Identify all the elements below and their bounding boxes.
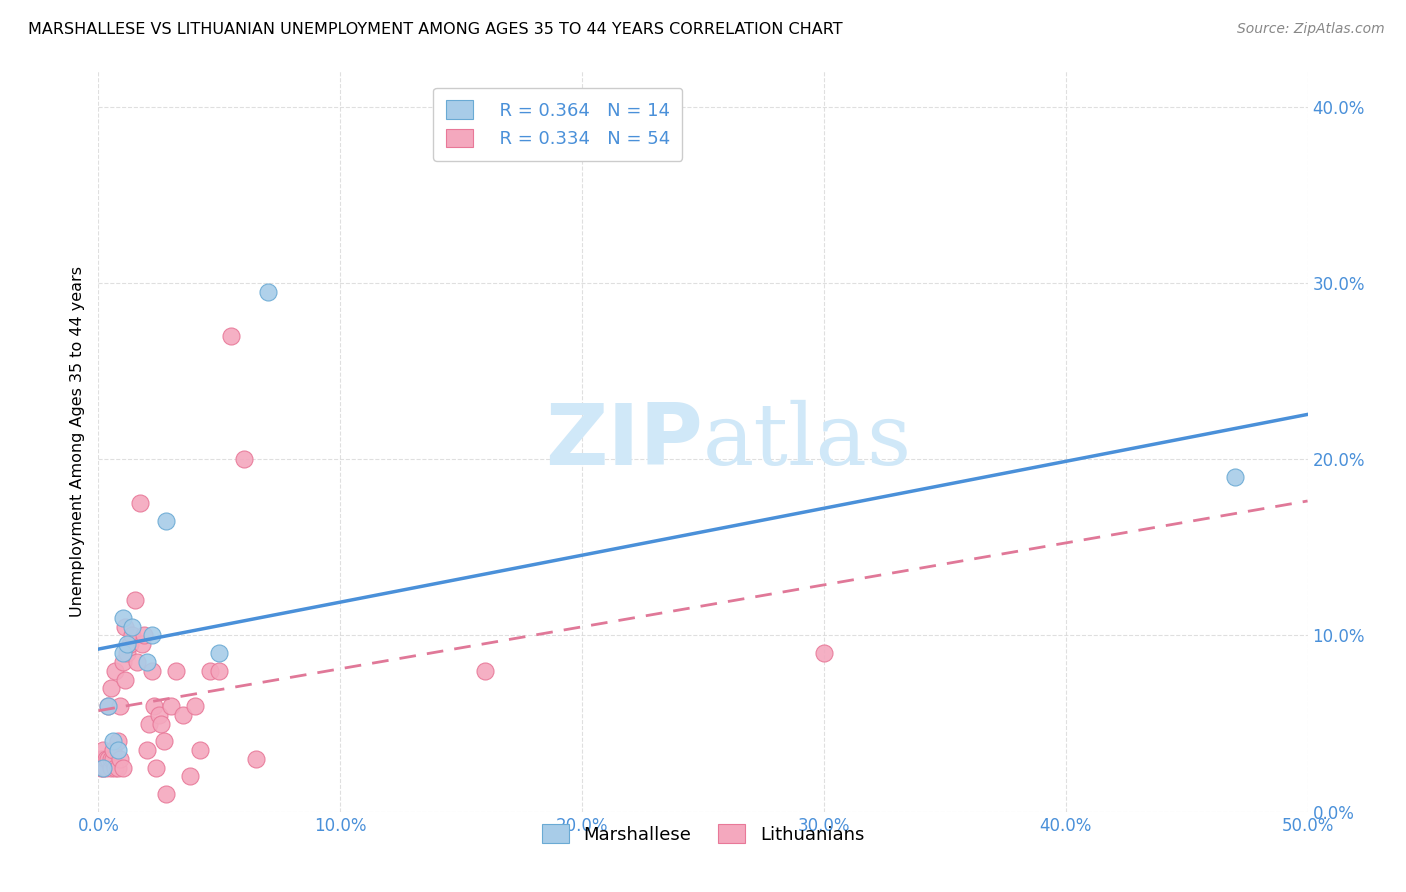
Point — [179, 769, 201, 783]
Point — [232, 452, 254, 467]
Point — [114, 620, 136, 634]
Point — [107, 743, 129, 757]
Text: ZIP: ZIP — [546, 400, 703, 483]
Point — [121, 620, 143, 634]
Point — [100, 761, 122, 775]
Text: Source: ZipAtlas.com: Source: ZipAtlas.com — [1237, 22, 1385, 37]
Point — [188, 743, 211, 757]
Point — [1223, 470, 1246, 484]
Point — [108, 698, 131, 713]
Point — [208, 664, 231, 678]
Point — [111, 646, 134, 660]
Point — [117, 637, 139, 651]
Point — [121, 628, 143, 642]
Point — [138, 716, 160, 731]
Point — [141, 628, 163, 642]
Point — [143, 698, 166, 713]
Y-axis label: Unemployment Among Ages 35 to 44 years: Unemployment Among Ages 35 to 44 years — [69, 266, 84, 617]
Point — [104, 664, 127, 678]
Point — [124, 593, 146, 607]
Point — [111, 761, 134, 775]
Point — [813, 646, 835, 660]
Point — [94, 761, 117, 775]
Point — [97, 752, 120, 766]
Point — [155, 514, 177, 528]
Point — [135, 655, 157, 669]
Point — [208, 646, 231, 660]
Point — [150, 716, 173, 731]
Point — [172, 707, 194, 722]
Point — [104, 761, 127, 775]
Point — [474, 664, 496, 678]
Point — [91, 743, 114, 757]
Point — [152, 734, 174, 748]
Point — [145, 761, 167, 775]
Point — [100, 752, 122, 766]
Point — [91, 752, 114, 766]
Point — [107, 761, 129, 775]
Point — [134, 628, 156, 642]
Point — [135, 743, 157, 757]
Text: MARSHALLESE VS LITHUANIAN UNEMPLOYMENT AMONG AGES 35 TO 44 YEARS CORRELATION CHA: MARSHALLESE VS LITHUANIAN UNEMPLOYMENT A… — [28, 22, 842, 37]
Point — [107, 734, 129, 748]
Point — [117, 646, 139, 660]
Point — [160, 698, 183, 713]
Point — [141, 664, 163, 678]
Point — [245, 752, 267, 766]
Point — [91, 761, 114, 775]
Point — [91, 761, 114, 775]
Point — [101, 752, 124, 766]
Point — [127, 655, 149, 669]
Point — [111, 655, 134, 669]
Point — [108, 752, 131, 766]
Point — [101, 743, 124, 757]
Point — [131, 637, 153, 651]
Point — [165, 664, 187, 678]
Point — [198, 664, 221, 678]
Point — [128, 496, 150, 510]
Point — [101, 734, 124, 748]
Point — [256, 285, 278, 299]
Point — [221, 328, 243, 343]
Text: atlas: atlas — [703, 400, 912, 483]
Point — [111, 611, 134, 625]
Point — [97, 698, 120, 713]
Point — [94, 752, 117, 766]
Point — [184, 698, 207, 713]
Point — [90, 761, 112, 775]
Point — [148, 707, 170, 722]
Point — [100, 681, 122, 696]
Legend: Marshallese, Lithuanians: Marshallese, Lithuanians — [534, 817, 872, 851]
Point — [155, 787, 177, 801]
Point — [97, 698, 120, 713]
Point — [90, 752, 112, 766]
Point — [114, 673, 136, 687]
Point — [118, 637, 141, 651]
